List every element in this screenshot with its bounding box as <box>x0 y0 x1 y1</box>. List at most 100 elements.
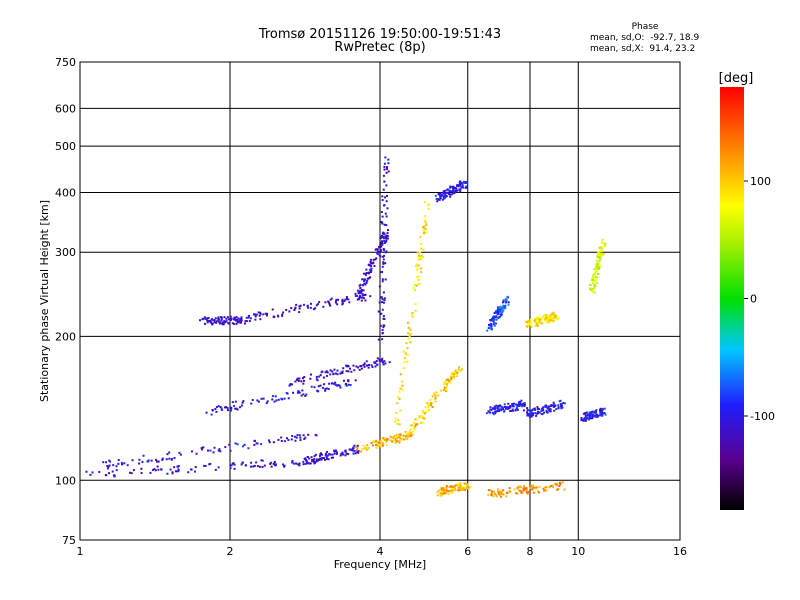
echo-point <box>298 311 301 314</box>
echo-point <box>497 405 500 408</box>
echo-point <box>311 458 314 461</box>
echo-point <box>520 490 523 493</box>
echo-point <box>384 278 387 281</box>
echo-point <box>333 449 336 452</box>
echo-point <box>528 322 531 325</box>
echo-point <box>376 248 379 251</box>
echo-point <box>405 342 408 345</box>
echo-point <box>106 465 109 468</box>
echo-point <box>382 204 385 207</box>
x-tick-label: 6 <box>464 545 471 558</box>
echo-point <box>348 367 351 370</box>
echo-point <box>591 415 594 418</box>
echo-point <box>211 318 214 321</box>
echo-point <box>211 409 214 412</box>
echo-point <box>401 380 404 383</box>
echo-point <box>589 415 592 418</box>
echo-point <box>550 311 553 314</box>
echo-point <box>226 316 229 319</box>
echo-point <box>117 462 120 465</box>
echo-point <box>288 384 291 387</box>
echo-point <box>536 406 539 409</box>
y-tick-label: 75 <box>62 534 76 547</box>
echo-point <box>462 181 465 184</box>
echo-point <box>420 247 423 250</box>
echo-point <box>517 487 520 490</box>
echo-point <box>381 442 384 445</box>
echo-point <box>254 318 257 321</box>
echo-point <box>333 452 336 455</box>
echo-point <box>108 464 111 467</box>
echo-point <box>322 386 325 389</box>
echo-point <box>381 444 384 447</box>
echo-point <box>267 439 270 442</box>
echo-point <box>344 298 347 301</box>
echo-point <box>178 451 181 454</box>
echo-point <box>357 450 360 453</box>
echo-point <box>407 332 410 335</box>
echo-point <box>549 315 552 318</box>
echo-point <box>261 459 264 462</box>
echo-point <box>280 436 283 439</box>
echo-point <box>247 316 250 319</box>
echo-point <box>231 322 234 325</box>
echo-point <box>437 198 440 201</box>
echo-point <box>427 203 430 206</box>
echo-point <box>233 463 236 466</box>
echo-point <box>595 276 598 279</box>
echo-point <box>369 268 372 271</box>
colorbar-label: [deg] <box>719 71 754 86</box>
echo-point <box>422 411 425 414</box>
echo-point <box>371 366 374 369</box>
echo-point <box>361 293 364 296</box>
echo-point <box>383 297 386 300</box>
echo-point <box>520 405 523 408</box>
echo-point <box>356 450 359 453</box>
echo-point <box>362 272 365 275</box>
echo-point <box>361 278 364 281</box>
echo-point <box>559 405 562 408</box>
echo-point <box>491 490 494 493</box>
echo-point <box>406 438 409 441</box>
echo-point <box>378 358 381 361</box>
echo-point <box>442 489 445 492</box>
echo-point <box>231 401 234 404</box>
echo-point <box>382 326 385 329</box>
echo-point <box>229 409 232 412</box>
echo-point <box>375 360 378 363</box>
echo-point <box>258 314 261 317</box>
echo-point <box>545 321 548 324</box>
echo-point <box>595 265 598 268</box>
echo-point <box>358 290 361 293</box>
echo-point <box>439 197 442 200</box>
echo-point <box>497 311 500 314</box>
echo-point <box>592 411 595 414</box>
echo-point <box>271 308 274 311</box>
echo-point <box>559 483 562 486</box>
echo-point <box>217 449 220 452</box>
echo-point <box>545 409 548 412</box>
echo-point <box>397 396 400 399</box>
echo-point <box>344 450 347 453</box>
echo-point <box>381 234 384 237</box>
y-tick-label: 500 <box>55 140 76 153</box>
echo-point <box>551 319 554 322</box>
echo-point <box>303 437 306 440</box>
echo-point <box>494 310 497 313</box>
echo-point <box>319 374 322 377</box>
echo-point <box>594 272 597 275</box>
echo-point <box>489 319 492 322</box>
echo-point <box>585 411 588 414</box>
echo-point <box>376 252 379 255</box>
echo-point <box>557 404 560 407</box>
echo-point <box>381 338 384 341</box>
echo-point <box>497 307 500 310</box>
echo-point <box>491 411 494 414</box>
echo-point <box>403 357 406 360</box>
echo-point <box>386 194 389 197</box>
echo-point <box>236 320 239 323</box>
echo-point <box>370 262 373 265</box>
echo-point <box>130 472 133 475</box>
echo-point <box>325 456 328 459</box>
echo-point <box>384 262 387 265</box>
